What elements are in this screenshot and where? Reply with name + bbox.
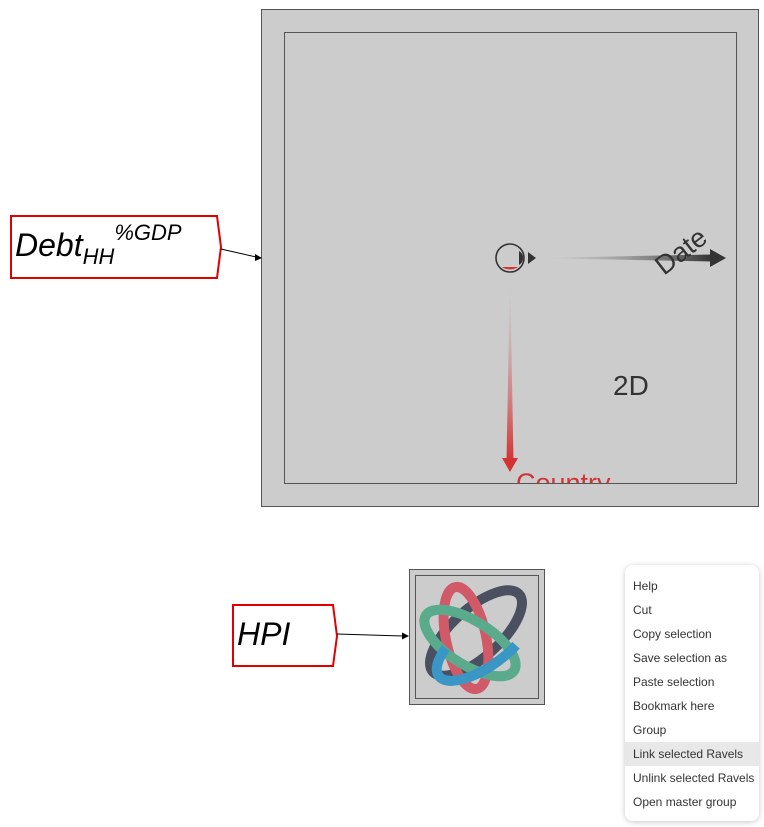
variable-debt-hh-gdp[interactable]: DebtHH%GDP [10, 215, 223, 279]
debt-variable-name: Debt [15, 227, 84, 263]
menu-item-cut[interactable]: Cut [633, 603, 652, 617]
menu-item-help[interactable]: Help [633, 579, 658, 593]
date-axis-arrow-head [710, 249, 726, 267]
country-axis-label: Country [516, 468, 611, 498]
wire-hpi-to-ravel-icon[interactable] [336, 632, 409, 640]
country-axis-arrow-head [502, 458, 518, 472]
ravel-inner-frame [284, 32, 737, 484]
context-menu: Help Cut Copy selection Save selection a… [625, 565, 759, 821]
menu-item-bookmark-here[interactable]: Bookmark here [633, 699, 715, 713]
ravel-logo-icon [419, 581, 537, 695]
menu-item-paste-selection[interactable]: Paste selection [633, 675, 715, 689]
ravel-rank-label: 2D [613, 370, 649, 401]
menu-item-link-selected-ravels[interactable]: Link selected Ravels [625, 742, 759, 766]
menu-item-open-master-group[interactable]: Open master group [633, 795, 737, 809]
hpi-variable-name: HPI [237, 616, 290, 652]
debt-variable-subscript: HH [83, 244, 115, 269]
svg-text:DebtHH%GDP: DebtHH%GDP [15, 220, 182, 269]
date-axis-arrow-shaft [536, 254, 712, 262]
menu-item-unlink-selected-ravels[interactable]: Unlink selected Ravels [633, 771, 755, 785]
ravel-box[interactable]: Date Country 2D [261, 9, 759, 507]
ravel-center-hub[interactable] [495, 243, 536, 273]
menu-item-copy-selection[interactable]: Copy selection [633, 627, 712, 641]
variable-hpi[interactable]: HPI [232, 604, 339, 667]
ravel-icon-box[interactable] [409, 569, 545, 705]
country-axis-handle[interactable]: Country [502, 274, 611, 498]
country-axis-arrow-shaft [506, 274, 514, 460]
menu-item-save-selection-as[interactable]: Save selection as [633, 651, 728, 665]
debt-variable-superscript: %GDP [114, 220, 182, 245]
wire-debt-to-ravel[interactable] [220, 248, 262, 261]
menu-item-group[interactable]: Group [633, 723, 667, 737]
